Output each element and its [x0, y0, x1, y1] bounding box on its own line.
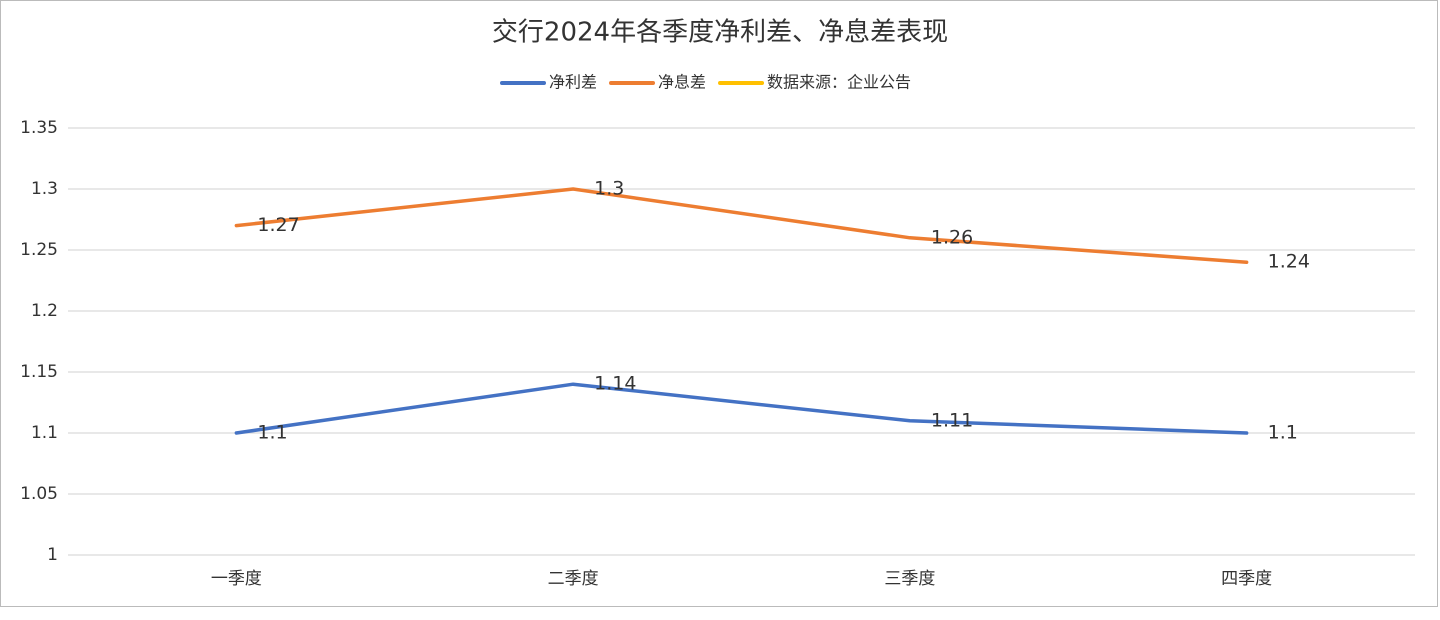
- data-label: 1.14: [594, 373, 636, 395]
- y-tick-label: 1.35: [20, 118, 58, 138]
- data-label: 1.3: [594, 178, 624, 200]
- legend-label: 净利差: [549, 73, 597, 92]
- x-tick-label: 二季度: [548, 569, 599, 589]
- chart-frame: [0, 0, 1438, 607]
- chart-title: 交行2024年各季度净利差、净息差表现: [492, 18, 948, 48]
- legend-label: 净息差: [658, 73, 706, 92]
- data-label: 1.1: [257, 422, 287, 444]
- legend: 净利差 净息差 数据来源：企业公告: [500, 73, 911, 92]
- x-tick-label: 一季度: [211, 569, 262, 589]
- data-label: 1.1: [1268, 422, 1298, 444]
- y-tick-label: 1.2: [31, 301, 58, 321]
- y-tick-label: 1.25: [20, 240, 58, 260]
- legend-label: 数据来源：企业公告: [767, 73, 911, 92]
- data-label: 1.24: [1268, 251, 1310, 273]
- data-label: 1.11: [931, 409, 973, 431]
- series-line: [234, 382, 1249, 435]
- data-label: 1.27: [257, 214, 299, 236]
- data-label: 1.26: [931, 226, 973, 248]
- y-tick-label: 1: [47, 545, 58, 565]
- y-tick-label: 1.1: [31, 423, 58, 443]
- y-tick-label: 1.05: [20, 484, 58, 504]
- series-line: [234, 187, 1249, 264]
- y-tick-label: 1.15: [20, 362, 58, 382]
- x-tick-label: 四季度: [1221, 569, 1272, 589]
- x-tick-label: 三季度: [884, 569, 935, 589]
- y-tick-label: 1.3: [31, 179, 58, 199]
